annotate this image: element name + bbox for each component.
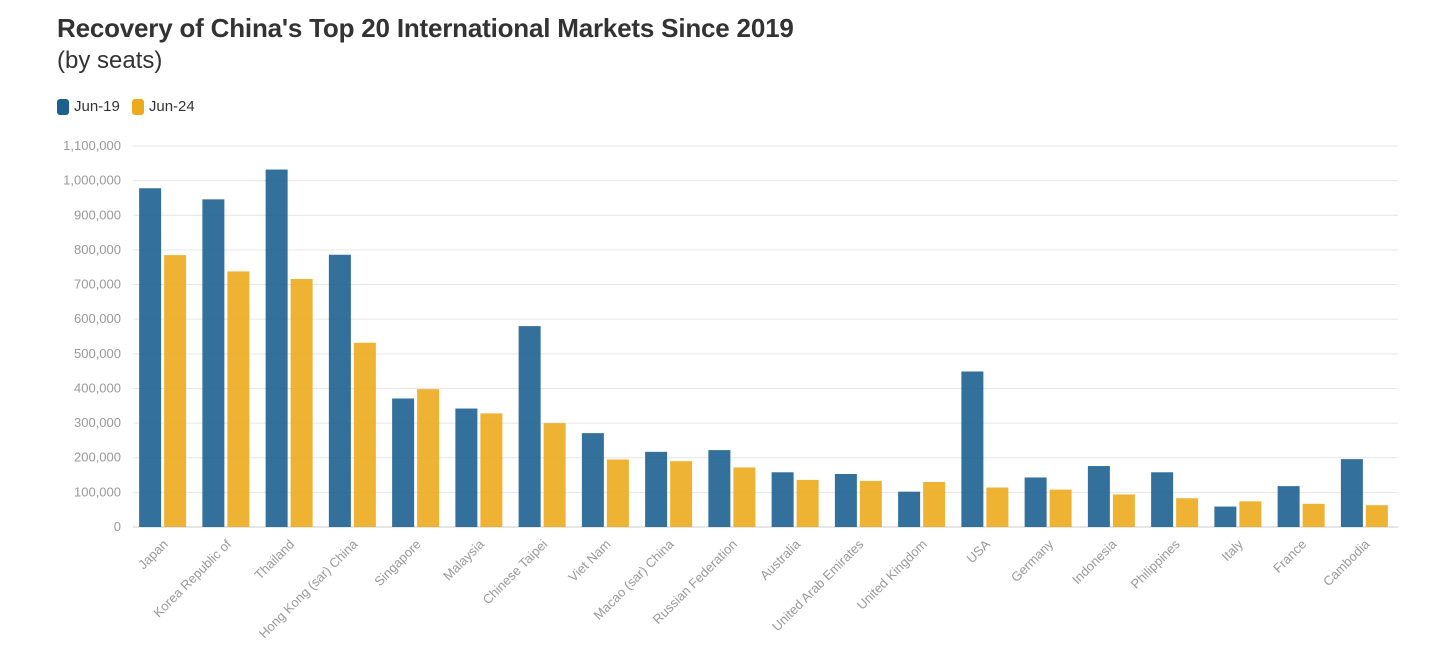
x-tick-label: Philippines <box>1128 536 1183 591</box>
y-tick-label: 300,000 <box>74 415 121 430</box>
x-tick-label: Australia <box>757 536 804 583</box>
y-tick-label: 900,000 <box>74 207 121 222</box>
x-tick-label: Germany <box>1008 536 1057 585</box>
bar-jun-19[interactable] <box>1024 477 1047 527</box>
bar-jun-19[interactable] <box>518 326 541 527</box>
bar-jun-24[interactable] <box>1049 489 1072 527</box>
bar-jun-24[interactable] <box>606 459 629 527</box>
bar-jun-24[interactable] <box>859 480 882 527</box>
bar-jun-19[interactable] <box>1340 459 1363 527</box>
x-tick-label: Viet Nam <box>565 537 613 585</box>
legend-swatch-jun-19 <box>57 98 69 115</box>
bar-jun-19[interactable] <box>202 199 225 527</box>
bar-jun-19[interactable] <box>1277 486 1300 527</box>
legend-item-jun-24[interactable]: Jun-24 <box>131 98 195 115</box>
y-tick-label: 700,000 <box>74 277 121 292</box>
bar-jun-19[interactable] <box>834 474 857 527</box>
bar-jun-19[interactable] <box>771 472 794 527</box>
bar-jun-24[interactable] <box>1176 498 1199 527</box>
bar-jun-19[interactable] <box>708 450 731 527</box>
bar-jun-24[interactable] <box>1365 505 1388 527</box>
bar-jun-19[interactable] <box>139 188 162 528</box>
gridlines <box>133 145 1398 528</box>
bar-jun-24[interactable] <box>923 481 946 527</box>
bar-jun-24[interactable] <box>1302 503 1325 527</box>
bar-jun-24[interactable] <box>227 271 250 527</box>
chart-title: Recovery of China's Top 20 International… <box>57 13 794 43</box>
bar-jun-19[interactable] <box>898 491 921 527</box>
bar-jun-24[interactable] <box>670 461 693 527</box>
x-tick-label: Chinese Taipei <box>480 536 551 607</box>
y-tick-label: 100,000 <box>74 484 121 499</box>
bar-jun-24[interactable] <box>417 389 440 527</box>
bar-jun-19[interactable] <box>328 254 351 527</box>
y-tick-label: 600,000 <box>74 311 121 326</box>
x-tick-label: Malaysia <box>440 536 487 583</box>
bar-jun-24[interactable] <box>796 479 819 527</box>
bar-jun-19[interactable] <box>455 408 478 527</box>
x-tick-label: France <box>1270 537 1309 576</box>
legend-swatch-jun-24 <box>131 98 144 115</box>
bar-jun-19[interactable] <box>265 169 288 527</box>
x-tick-label: Italy <box>1219 536 1247 564</box>
bar-jun-24[interactable] <box>290 279 313 527</box>
bar-jun-24[interactable] <box>1112 494 1135 527</box>
y-tick-label: 400,000 <box>74 380 121 395</box>
y-tick-label: 1,000,000 <box>63 173 121 188</box>
y-tick-label: 800,000 <box>74 242 121 257</box>
legend-label-jun-19: Jun-19 <box>74 98 120 115</box>
y-tick-label: 1,100,000 <box>63 138 121 153</box>
legend: Jun-19 Jun-24 <box>57 98 207 115</box>
legend-item-jun-19[interactable]: Jun-19 <box>57 98 120 115</box>
x-tick-label: Cambodia <box>1320 536 1373 589</box>
x-tick-label: Indonesia <box>1069 536 1120 587</box>
y-tick-label: 0 <box>114 519 121 534</box>
bar-jun-24[interactable] <box>986 487 1009 527</box>
bar-jun-19[interactable] <box>1151 472 1174 527</box>
bar-jun-24[interactable] <box>733 467 756 527</box>
y-tick-label: 500,000 <box>74 346 121 361</box>
bar-jun-24[interactable] <box>353 342 376 527</box>
bar-jun-24[interactable] <box>1239 501 1262 527</box>
y-tick-label: 200,000 <box>74 450 121 465</box>
bar-jun-19[interactable] <box>1087 466 1110 527</box>
bar-jun-24[interactable] <box>480 413 503 527</box>
bar-jun-24[interactable] <box>543 423 566 527</box>
bar-jun-19[interactable] <box>581 433 604 527</box>
legend-label-jun-24: Jun-24 <box>148 98 195 115</box>
x-tick-label: Japan <box>135 537 171 573</box>
x-tick-label: Singapore <box>371 537 424 590</box>
bar-jun-19[interactable] <box>961 371 984 527</box>
bar-jun-19[interactable] <box>392 398 415 527</box>
bar-jun-24[interactable] <box>164 255 187 527</box>
bar-jun-19[interactable] <box>1214 506 1237 527</box>
chart-subtitle: (by seats) <box>57 47 163 74</box>
y-axis: 0 100,000 200,000 300,000 400,000 500,000 600,… <box>63 138 121 534</box>
bar-jun-19[interactable] <box>645 451 668 527</box>
bars <box>139 169 1388 528</box>
x-tick-label: USA <box>963 536 993 566</box>
x-tick-label: Thailand <box>251 537 297 583</box>
